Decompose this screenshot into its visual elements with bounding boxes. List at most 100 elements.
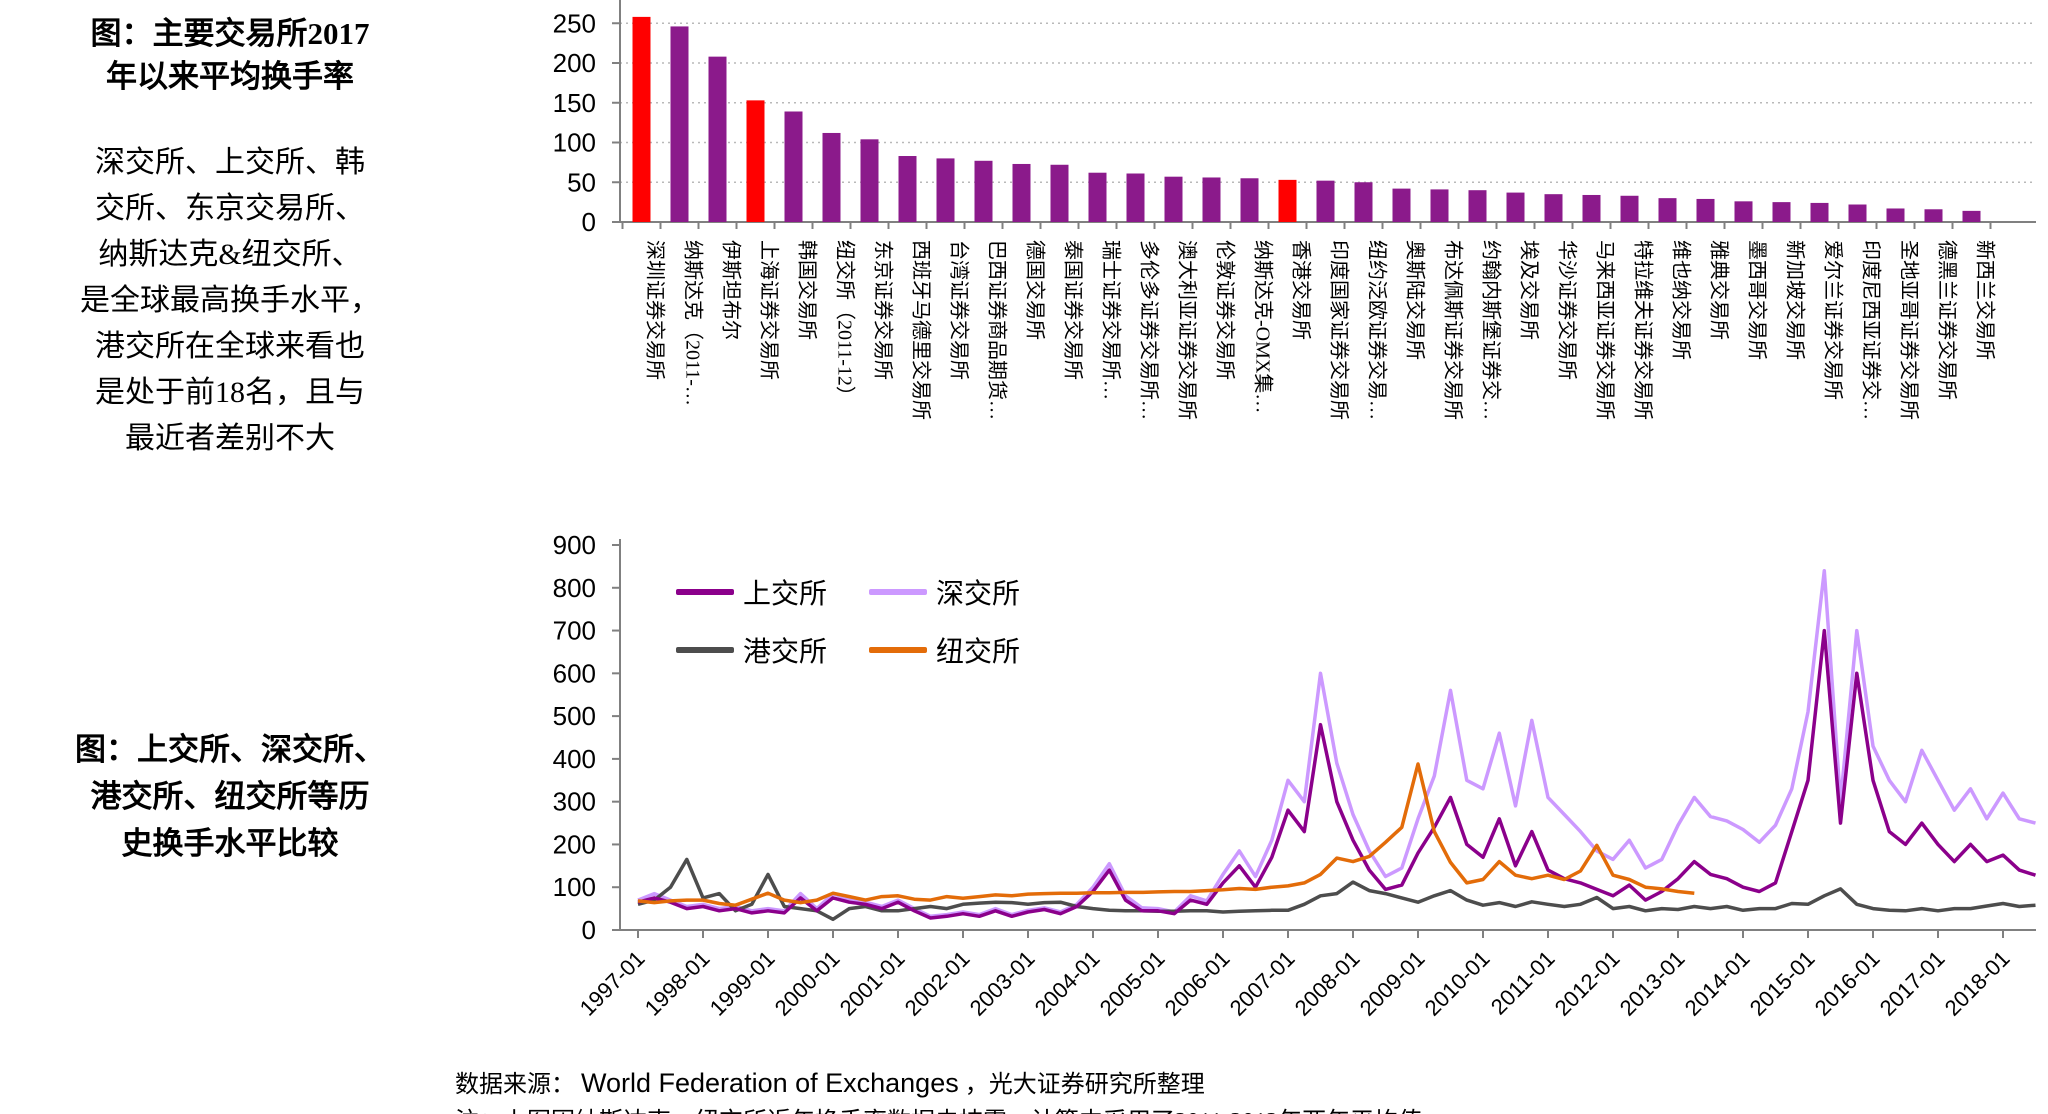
commentary-line: 交所、东京交易所、 bbox=[95, 192, 365, 225]
figure1-title-line: 图：主要交易所2017 bbox=[90, 16, 370, 51]
commentary-line: 是处于前18名，且与 bbox=[95, 376, 365, 409]
bar bbox=[708, 56, 727, 222]
x-tick-label: 2015-01 bbox=[1745, 946, 1820, 1021]
y-tick-label: 800 bbox=[553, 573, 596, 603]
category-label: 伦敦证券交易所 bbox=[1214, 240, 1237, 380]
category-label: 德国交易所 bbox=[1024, 240, 1047, 340]
x-tick-label: 2004-01 bbox=[1030, 946, 1105, 1021]
category-label: 华沙证券交易所 bbox=[1556, 240, 1579, 380]
category-label: 韩国交易所 bbox=[796, 240, 819, 340]
category-label: 上海证券交易所 bbox=[758, 240, 781, 380]
y-tick-label: 100 bbox=[553, 872, 596, 902]
commentary-line: 纳斯达克&纽交所、 bbox=[98, 238, 362, 271]
category-label: 马来西亚证券交易所 bbox=[1594, 240, 1617, 420]
category-label: 台湾证券交易所 bbox=[948, 240, 971, 380]
bar bbox=[1658, 198, 1677, 222]
legend-swatch-nyse bbox=[869, 647, 927, 653]
line-chart-historical-turnover: 0 100 200 300 400 500 600 700 800 900 1997-01 1998-… bbox=[0, 530, 2048, 1050]
bar bbox=[1126, 173, 1145, 222]
bar bbox=[1544, 194, 1563, 222]
x-tick-label: 2010-01 bbox=[1420, 946, 1495, 1021]
category-label: 奥斯陆交易所 bbox=[1404, 240, 1427, 360]
bar bbox=[1810, 202, 1829, 222]
bar bbox=[1886, 208, 1905, 222]
y-tick-label: 0 bbox=[582, 207, 596, 237]
category-label: 印度尼西亚证券交… bbox=[1860, 240, 1883, 420]
legend-item-hongkong: 港交所 bbox=[676, 633, 827, 668]
bar bbox=[1202, 177, 1221, 222]
y-tick-label: 0 bbox=[582, 915, 596, 945]
category-label: 纽交所（2011-12） bbox=[834, 240, 857, 406]
category-label: 伊斯坦布尔 bbox=[720, 240, 743, 340]
category-label: 香港交易所 bbox=[1290, 240, 1313, 340]
category-label: 新加坡交易所 bbox=[1784, 240, 1807, 360]
x-tick-label: 1997-01 bbox=[575, 946, 650, 1021]
x-tick-label: 2007-01 bbox=[1225, 946, 1300, 1021]
category-label: 泰国证券交易所 bbox=[1062, 240, 1085, 380]
source-english: World Federation of Exchanges bbox=[581, 1068, 959, 1098]
bar bbox=[632, 16, 651, 222]
category-label: 多伦多证券交易所… bbox=[1138, 240, 1161, 420]
series-上交所 bbox=[637, 628, 2037, 920]
category-label: 雅典交易所 bbox=[1708, 240, 1731, 340]
legend-label: 上交所 bbox=[743, 579, 828, 610]
y-tick-label: 300 bbox=[553, 787, 596, 817]
bar bbox=[1506, 192, 1525, 222]
category-label: 墨西哥交易所 bbox=[1746, 240, 1769, 360]
legend-label: 纽交所 bbox=[936, 637, 1021, 668]
legend-swatch-shenzhen bbox=[869, 589, 927, 595]
bar bbox=[1392, 188, 1411, 222]
bar bbox=[1848, 204, 1867, 222]
bar bbox=[784, 111, 803, 222]
x-tick-label: 2003-01 bbox=[965, 946, 1040, 1021]
x-tick-label: 2016-01 bbox=[1810, 946, 1885, 1021]
y-tick-label: 600 bbox=[553, 658, 596, 688]
source-tail: ，光大证券研究所整理 bbox=[964, 1072, 1205, 1098]
legend-item-nyse: 纽交所 bbox=[869, 633, 1021, 668]
y-tick-label: 400 bbox=[553, 744, 596, 774]
y-tick-label: 200 bbox=[553, 48, 596, 78]
bar bbox=[1924, 209, 1943, 222]
bar bbox=[822, 132, 841, 222]
figure2-title-line: 史换手水平比较 bbox=[121, 826, 339, 861]
legend-swatch-hongkong bbox=[676, 647, 734, 653]
figure2-title: 图：上交所、深交所、 港交所、纽交所等历 史换手水平比较 bbox=[30, 726, 430, 867]
figure1-title: 图：主要交易所2017 年以来平均换手率 bbox=[30, 12, 430, 98]
x-tick-label: 1998-01 bbox=[640, 946, 715, 1021]
figure1-title-line: 年以来平均换手率 bbox=[106, 59, 354, 94]
x-tick-label: 2013-01 bbox=[1615, 946, 1690, 1021]
bar bbox=[1468, 190, 1487, 222]
footnote-line: 注：上图因纳斯达克、纽交所近年换手率数据未披露，计算中采用了2011-2012年… bbox=[455, 1101, 1422, 1114]
figure2-title-line: 港交所、纽交所等历 bbox=[90, 779, 370, 814]
x-tick-label: 2005-01 bbox=[1095, 946, 1170, 1021]
legend-swatch-shanghai bbox=[676, 589, 734, 595]
x-tick-label: 2008-01 bbox=[1290, 946, 1365, 1021]
series-纽交所 bbox=[637, 762, 1695, 907]
x-tick-label: 2018-01 bbox=[1940, 946, 2015, 1021]
y-tick-label: 50 bbox=[567, 167, 596, 197]
y-tick-label: 250 bbox=[553, 8, 596, 38]
category-label: 特拉维夫证券交易所 bbox=[1632, 240, 1655, 420]
source-label: 数据来源： bbox=[455, 1072, 575, 1098]
commentary-line: 是全球最高换手水平， bbox=[80, 284, 380, 317]
bar bbox=[1164, 176, 1183, 222]
category-label: 爱尔兰证券交易所 bbox=[1822, 240, 1845, 400]
legend-item-shenzhen: 深交所 bbox=[869, 575, 1020, 610]
category-label: 埃及交易所 bbox=[1518, 240, 1541, 340]
data-source-line: 数据来源： World Federation of Exchanges ，光大证… bbox=[455, 1064, 1205, 1099]
bar bbox=[746, 100, 765, 222]
category-label: 纳斯达克（2011-… bbox=[682, 240, 705, 406]
bar bbox=[1278, 179, 1297, 222]
x-tick-label: 2012-01 bbox=[1550, 946, 1625, 1021]
bar bbox=[898, 156, 917, 222]
category-label: 维也纳交易所 bbox=[1670, 240, 1693, 360]
bar bbox=[1012, 163, 1031, 222]
category-label: 新西兰交易所 bbox=[1974, 240, 1997, 360]
category-label: 布达佩斯证券交易所 bbox=[1442, 240, 1465, 420]
bar bbox=[1354, 182, 1373, 222]
series-港交所 bbox=[637, 857, 2036, 922]
bar bbox=[1582, 194, 1601, 222]
commentary-line: 港交所在全球来看也 bbox=[95, 330, 365, 363]
commentary-line: 最近者差别不大 bbox=[125, 422, 335, 455]
